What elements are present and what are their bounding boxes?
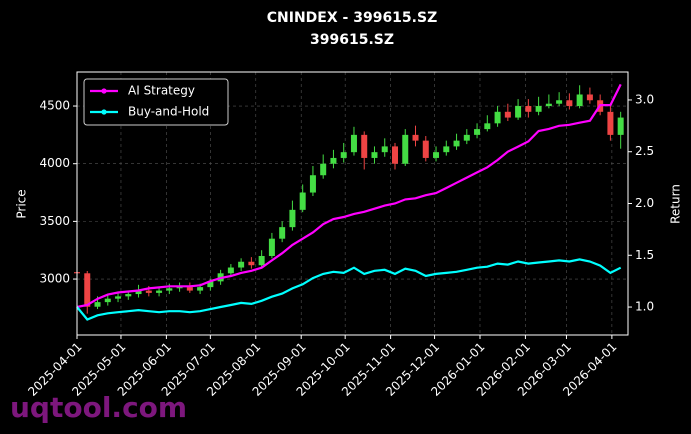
candle-body	[412, 134, 419, 141]
legend-box	[83, 78, 229, 126]
candle-body	[535, 106, 542, 112]
candle-body	[176, 287, 183, 289]
legend-label: Buy-and-Hold	[128, 105, 209, 119]
candle-body	[484, 123, 491, 130]
candle-body	[258, 255, 265, 266]
candle-body	[125, 294, 132, 297]
candle-body	[402, 134, 409, 164]
candle-body	[279, 227, 286, 239]
candle-body	[433, 152, 440, 158]
plot-area	[74, 72, 628, 335]
candle-body	[186, 287, 193, 291]
candle-body	[474, 129, 481, 135]
y2-tick-label: 3.0	[635, 92, 654, 106]
candle-body	[145, 290, 152, 293]
candle-body	[391, 146, 398, 164]
chart-title: CNINDEX - 399615.SZ	[267, 10, 437, 26]
candle-body	[227, 267, 234, 274]
y2-tick-label: 1.5	[635, 248, 654, 262]
y2-tick-label: 2.5	[635, 144, 654, 158]
y-tick-label: 3500	[39, 214, 70, 228]
candle-body	[207, 281, 214, 288]
candle-body	[115, 296, 122, 299]
candle-body	[299, 192, 306, 210]
candle-body	[350, 134, 357, 153]
candle-body	[309, 175, 316, 193]
candle-body	[463, 134, 470, 141]
legend-label: AI Strategy	[128, 84, 195, 98]
candle-body	[197, 287, 204, 291]
candle-body	[320, 163, 327, 176]
candle-body	[381, 146, 388, 153]
candle-body	[556, 100, 563, 104]
candle-body	[84, 273, 91, 307]
y-axis-label: Price	[15, 189, 29, 218]
candle-body	[330, 157, 337, 164]
y-tick-label: 4000	[39, 156, 70, 170]
candle-body	[545, 103, 552, 107]
candle-body	[94, 302, 101, 307]
chart-subtitle: 399615.SZ	[310, 32, 394, 48]
watermark: uqtool.com	[10, 391, 187, 424]
legend-marker	[101, 88, 107, 94]
candle-body	[576, 94, 583, 107]
candle-body	[340, 152, 347, 158]
candle-body	[361, 134, 368, 158]
y2-tick-label: 2.0	[635, 196, 654, 210]
candle-body	[504, 111, 511, 118]
candle-body	[104, 298, 111, 303]
candle-body	[453, 140, 460, 147]
y-tick-label: 3000	[39, 272, 70, 286]
candle-body	[135, 290, 142, 295]
candle-body	[289, 209, 296, 228]
candle-body	[515, 106, 522, 118]
candle-body	[268, 238, 275, 256]
legend: AI Strategy Buy-and-Hold	[83, 78, 229, 126]
y2-tick-label: 1.0	[635, 300, 654, 314]
candle-body	[422, 140, 429, 158]
candle-body	[586, 94, 593, 101]
candle-body	[248, 261, 255, 266]
y2-axis-label: Return	[669, 184, 683, 224]
legend-marker	[101, 109, 107, 115]
candle-body	[238, 261, 245, 268]
candle-body	[525, 106, 532, 112]
y-tick-label: 4500	[39, 99, 70, 113]
line-series	[76, 258, 622, 321]
candle-body	[443, 146, 450, 153]
line-series	[76, 83, 622, 309]
candle-body	[494, 111, 501, 124]
candle-body	[371, 152, 378, 158]
candle-body	[566, 100, 573, 107]
candle-body	[607, 111, 614, 135]
candle-body	[617, 117, 624, 135]
candle-body	[166, 288, 173, 291]
candle-body	[156, 290, 163, 293]
